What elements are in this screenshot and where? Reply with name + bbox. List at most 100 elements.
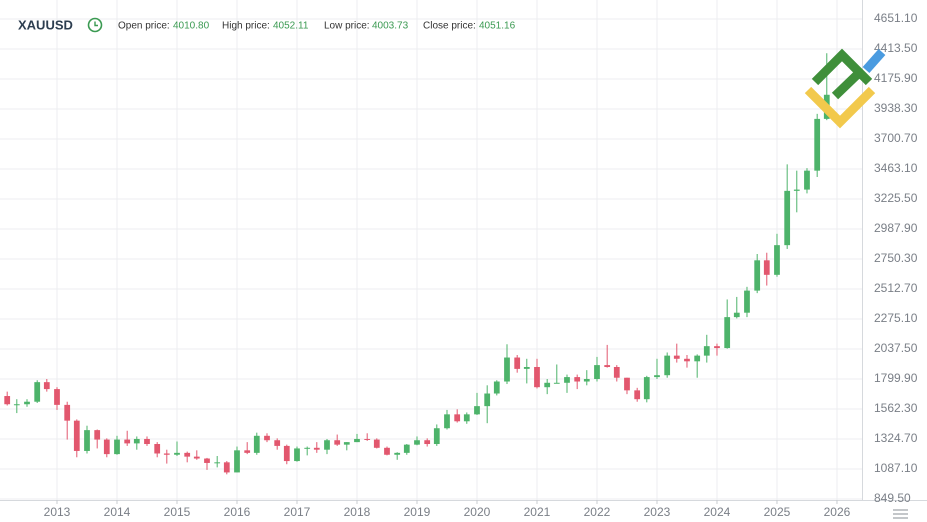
candle-body	[174, 452, 180, 455]
candle-body	[394, 452, 401, 455]
candle-body	[694, 355, 701, 362]
y-tick-label: 3225.50	[874, 191, 918, 205]
candle-body	[234, 450, 240, 473]
candle-body	[54, 389, 60, 405]
candle-body	[643, 377, 650, 400]
y-tick-label: 2750.30	[874, 251, 918, 265]
low-label: Low price:	[324, 21, 370, 32]
candle-body	[534, 366, 540, 388]
candle-body	[124, 439, 131, 444]
x-tick-label: 2013	[44, 505, 71, 519]
candle-body	[673, 355, 680, 359]
candle-body	[84, 430, 90, 451]
candle-body	[304, 447, 311, 449]
settings-lines[interactable]	[893, 509, 908, 519]
x-tick-label: 2016	[224, 505, 251, 519]
candle-body	[133, 438, 140, 444]
candle-body	[114, 439, 120, 455]
candle-body	[624, 377, 630, 391]
candle-body	[223, 462, 230, 473]
y-tick-label: 2275.10	[874, 311, 918, 325]
y-tick-label: 4651.10	[874, 11, 918, 25]
y-tick-label: 2037.50	[874, 341, 918, 355]
y-tick-label: 1799.90	[874, 371, 918, 385]
candles	[4, 53, 830, 475]
candle-body	[433, 428, 440, 445]
candle-body	[634, 390, 641, 400]
candle-body	[184, 452, 191, 457]
candle-body	[583, 378, 590, 382]
candle-body	[604, 365, 611, 367]
candle-body	[784, 190, 791, 246]
candle-body	[34, 382, 41, 402]
symbol: XAUUSD	[18, 17, 73, 32]
candle-body	[523, 366, 530, 369]
candle-body	[343, 442, 350, 445]
candle-body	[154, 444, 161, 454]
candle-body	[94, 430, 101, 440]
x-tick-label: 2020	[464, 505, 491, 519]
candle-body	[504, 357, 510, 382]
close-label: Close price:	[423, 21, 476, 32]
x-tick-label: 2023	[644, 505, 671, 519]
logo-green-arm	[831, 68, 864, 100]
candle-body	[403, 444, 410, 453]
candle-body	[774, 245, 780, 275]
y-tick-label: 4413.50	[874, 41, 918, 55]
candle-body	[424, 440, 431, 445]
candle-body	[373, 439, 380, 448]
x-tick-label: 2022	[584, 505, 611, 519]
candle-body	[294, 448, 300, 462]
y-tick-label: 1562.30	[874, 401, 918, 415]
open-value: 4010.80	[173, 21, 210, 32]
y-tick-label: 3463.10	[874, 161, 918, 175]
candle-body	[283, 445, 290, 462]
x-tick-label: 2021	[524, 505, 551, 519]
x-tick-label: 2015	[164, 505, 191, 519]
clock-hands	[94, 21, 98, 27]
candle-body	[814, 118, 821, 171]
candle-body	[714, 346, 720, 349]
candle-body	[684, 358, 690, 362]
candle-body	[313, 447, 320, 450]
candle-body	[64, 404, 71, 421]
clock-icon	[87, 17, 103, 33]
open-label: Open price:	[118, 21, 170, 32]
x-tick-label: 2017	[284, 505, 311, 519]
candle-body	[354, 438, 360, 443]
candle-body	[733, 312, 740, 318]
candle-body	[444, 414, 450, 429]
candle-body	[4, 396, 11, 405]
candle-body	[334, 440, 341, 445]
candle-body	[744, 290, 750, 313]
settings-icon[interactable]	[893, 509, 908, 519]
close-value: 4051.16	[479, 21, 516, 32]
candle-body	[553, 382, 560, 384]
candle-body	[613, 366, 620, 378]
candle-body	[594, 365, 600, 379]
clock-face	[87, 17, 103, 33]
candle-body	[264, 435, 270, 441]
candle-body	[163, 453, 170, 455]
candle-body	[574, 377, 581, 382]
x-tick-label: 2018	[344, 505, 371, 519]
candle-body	[514, 357, 521, 369]
candle-body	[804, 170, 810, 190]
high-value: 4052.11	[273, 21, 309, 32]
candle-body	[364, 438, 371, 440]
candle-body	[253, 435, 260, 453]
candle-body	[414, 440, 420, 445]
logo-yellow	[804, 86, 876, 129]
candle-body	[454, 414, 461, 422]
candle-body	[274, 440, 281, 446]
candle-body	[214, 462, 221, 464]
x-tick-label: 2025	[764, 505, 791, 519]
candle-body	[493, 381, 500, 394]
y-tick-label: 1324.70	[874, 431, 918, 445]
candle-body	[204, 458, 210, 463]
candle-body	[544, 382, 551, 388]
candle-body	[564, 377, 570, 383]
